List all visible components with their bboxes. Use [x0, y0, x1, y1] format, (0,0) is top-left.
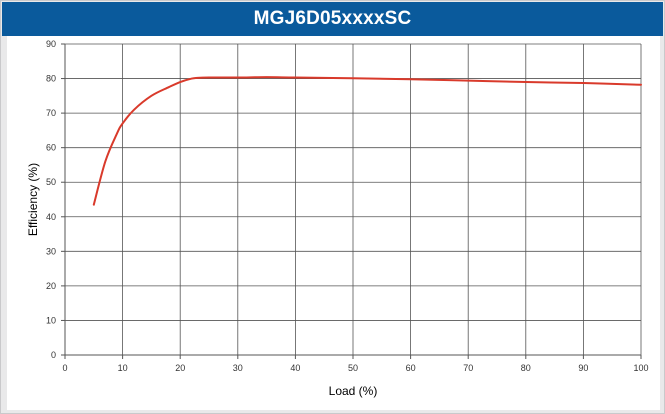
y-tick-label: 0 [51, 350, 56, 360]
x-tick-label: 30 [233, 363, 243, 373]
y-tick-label: 60 [46, 143, 56, 153]
x-tick-label: 0 [62, 363, 67, 373]
x-tick-label: 50 [348, 363, 358, 373]
y-tick-label: 80 [46, 74, 56, 84]
x-tick-label: 80 [521, 363, 531, 373]
y-tick-label: 40 [46, 212, 56, 222]
axes [61, 43, 642, 359]
grid-lines [65, 43, 642, 355]
y-tick-label: 50 [46, 177, 56, 187]
efficiency-series-line [92, 76, 642, 206]
x-tick-label: 70 [463, 363, 473, 373]
x-tick-label: 60 [406, 363, 416, 373]
y-tick-label: 30 [46, 246, 56, 256]
chart-panel [7, 36, 660, 410]
tick-labels: 0 10 20 30 40 50 60 70 80 90 100 0 10 20 30 40 50 60 70 80 9… [46, 39, 649, 373]
x-tick-label: 90 [578, 363, 588, 373]
series-layer [92, 76, 642, 206]
y-tick-label: 70 [46, 108, 56, 118]
y-tick-label: 20 [46, 281, 56, 291]
y-axis-label: Efficiency (%) [26, 163, 40, 236]
x-tick-label: 10 [118, 363, 128, 373]
x-tick-label: 20 [175, 363, 185, 373]
chart-title: MGJ6D05xxxxSC [2, 2, 663, 36]
y-tick-label: 90 [46, 39, 56, 49]
x-tick-label: 40 [290, 363, 300, 373]
x-tick-label: 100 [633, 363, 648, 373]
x-axis-label: Load (%) [329, 384, 378, 398]
y-tick-label: 10 [46, 315, 56, 325]
